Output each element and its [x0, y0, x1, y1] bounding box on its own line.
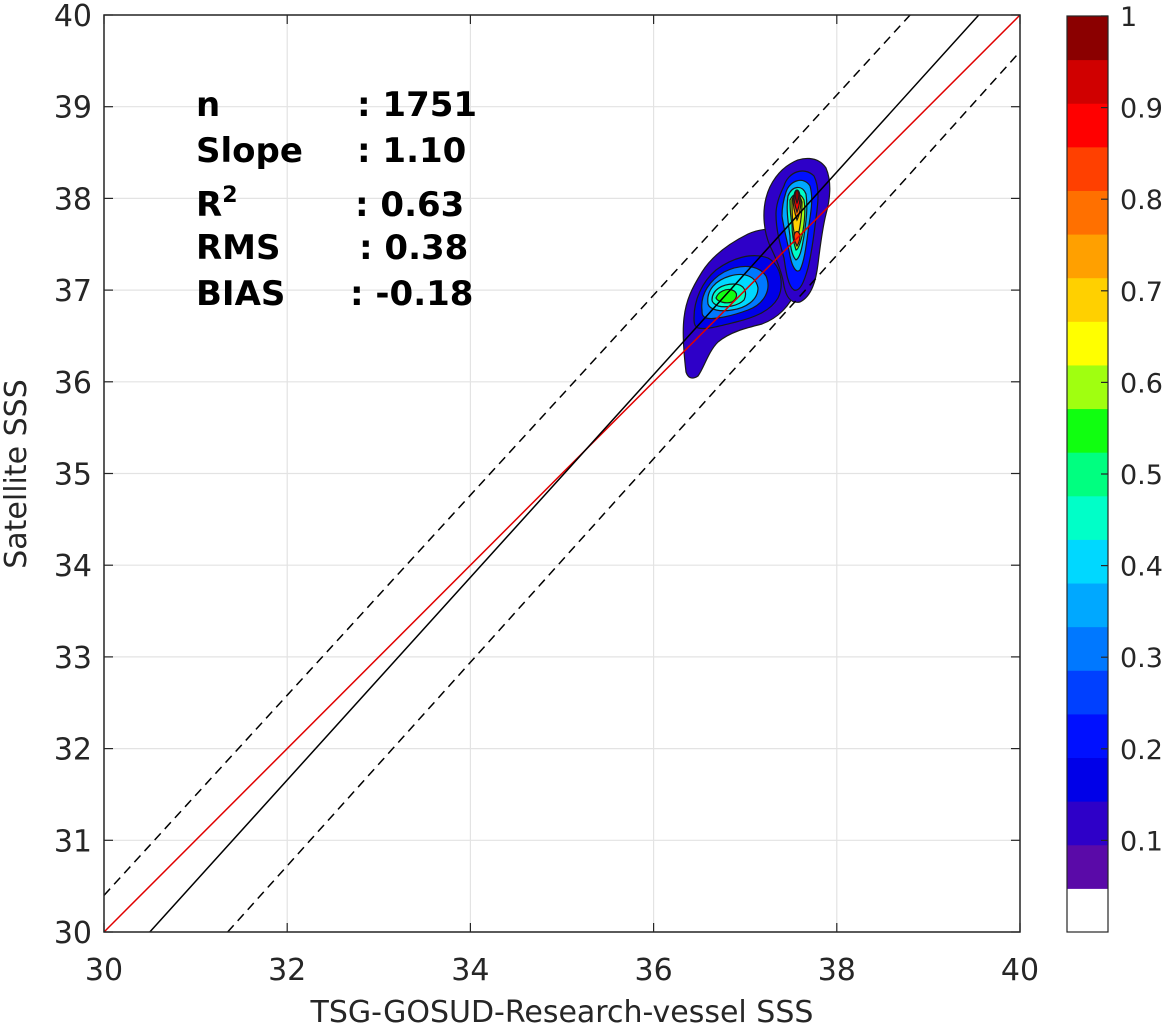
- stats-box: n : 1751 Slope : 1.10 R2 : 0.63 RMS : 0.…: [196, 85, 477, 314]
- colorbar-segment: [1067, 59, 1108, 104]
- y-tick-label: 34: [54, 549, 92, 584]
- stat-label-rms: RMS: [196, 228, 281, 268]
- colorbar-segment: [1067, 670, 1108, 715]
- x-tick-label: 36: [635, 953, 673, 988]
- x-tick-label: 34: [451, 953, 489, 988]
- colorbar-tick-label: 0.9: [1120, 94, 1163, 125]
- y-axis-title: Satellite SSS: [0, 379, 34, 569]
- x-tick-label: 30: [85, 953, 123, 988]
- colorbar-tick-label: 0.5: [1120, 460, 1163, 491]
- stat-value-rms: : 0.38: [359, 228, 468, 268]
- colorbar-segment: [1067, 888, 1108, 933]
- stat-value-slope: : 1.10: [357, 131, 466, 171]
- colorbar-tick-label: 0.3: [1120, 643, 1163, 674]
- upper-bound-line: [104, 15, 911, 896]
- stat-label-r2: R2: [196, 183, 238, 225]
- colorbar-tick-label: 0.2: [1120, 735, 1163, 766]
- colorbar-segment: [1067, 277, 1108, 322]
- y-tick-label: 30: [54, 916, 92, 951]
- stat-label-bias: BIAS: [196, 274, 285, 314]
- colorbar-segment: [1067, 146, 1108, 191]
- colorbar-segment: [1067, 583, 1108, 628]
- stat-label-r: R: [196, 185, 222, 225]
- colorbar-tick-label: 0.1: [1120, 826, 1163, 857]
- colorbar-segment: [1067, 103, 1108, 148]
- colorbar-segment: [1067, 539, 1108, 584]
- colorbar-tick-label: 0.8: [1120, 185, 1163, 216]
- x-tick-label: 38: [818, 953, 856, 988]
- colorbar-tick-label: 0.4: [1120, 552, 1163, 583]
- colorbar-segment: [1067, 757, 1108, 802]
- colorbar-tick-label: 0.7: [1120, 277, 1163, 308]
- x-axis-title: TSG-GOSUD-Research-vessel SSS: [310, 995, 814, 1028]
- y-tick-label: 32: [54, 733, 92, 768]
- grid-lines: [103, 14, 1021, 933]
- y-tick-label: 38: [54, 182, 92, 217]
- density-cluster-primary: [763, 157, 831, 303]
- contour-level-9: [794, 189, 800, 205]
- regression-line: [149, 15, 980, 932]
- colorbar-segment: [1067, 16, 1108, 61]
- colorbar: 0.1 0.2 0.3 0.4 0.5 0.6 0.7 0.8 0.9 1: [1066, 2, 1163, 933]
- reference-lines: [104, 15, 1020, 932]
- stat-label-slope: Slope: [196, 131, 303, 171]
- x-tick-label: 32: [268, 953, 306, 988]
- stat-label-r-superscript: 2: [222, 183, 237, 208]
- axis-ticks: 30 32 34 36 38 40 30 31 32 33 34 35 36 37 38 39 40: [54, 0, 1039, 988]
- outlier-point: [695, 365, 699, 369]
- colorbar-segment: [1067, 713, 1108, 759]
- colorbar-tick-label: 0.6: [1120, 368, 1163, 399]
- lower-bound-line: [227, 51, 1020, 932]
- colorbar-segment: [1067, 321, 1108, 366]
- colorbar-segment: [1067, 626, 1108, 671]
- colorbar-tick-label: 1: [1120, 2, 1137, 33]
- colorbar-segment: [1067, 408, 1108, 453]
- stat-value-bias: : -0.18: [350, 274, 473, 314]
- y-tick-label: 40: [54, 0, 92, 34]
- stat-value-n: : 1751: [357, 85, 477, 125]
- colorbar-segment: [1067, 364, 1108, 410]
- stat-value-r2: : 0.63: [355, 185, 464, 225]
- y-tick-label: 31: [54, 824, 92, 859]
- colorbar-segment: [1067, 190, 1108, 235]
- y-tick-label: 37: [54, 274, 92, 309]
- colorbar-segment: [1067, 495, 1108, 540]
- y-tick-label: 36: [54, 366, 92, 401]
- stat-label-n: n: [196, 85, 220, 125]
- colorbar-segment: [1067, 801, 1108, 846]
- colorbar-segment: [1067, 844, 1108, 889]
- y-tick-label: 39: [54, 91, 92, 126]
- y-tick-label: 33: [54, 641, 92, 676]
- one-to-one-line: [104, 15, 1020, 932]
- x-tick-label: 40: [1001, 953, 1039, 988]
- colorbar-segment: [1067, 234, 1108, 279]
- y-tick-label: 35: [54, 458, 92, 493]
